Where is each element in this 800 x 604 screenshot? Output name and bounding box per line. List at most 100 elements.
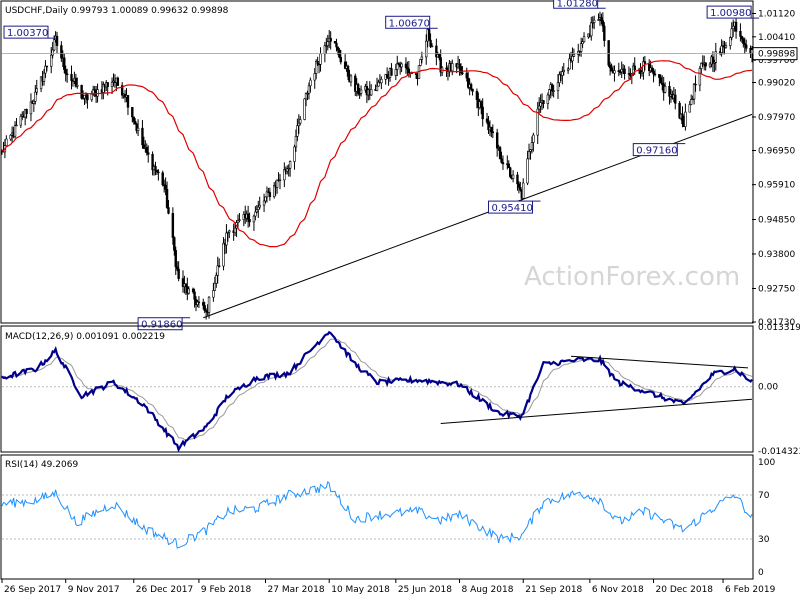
rsi-level-lines [2,494,752,540]
price-candle [333,41,337,44]
price-candle [700,62,703,69]
price-candle [225,232,228,246]
price-candle [469,84,473,90]
rsi-panel-frame [0,454,754,580]
price-y-axis: 1.01120 1.00410 0.99700 0.99020 0.97970 0.969… [752,9,795,328]
price-candle [329,37,332,42]
rsi-y-tick-label: 100 [758,458,775,468]
macd-panel-frame [0,325,754,453]
price-annotation-box [487,200,533,214]
price-y-tick-label: 0.99700 [758,56,795,66]
price-annotation-box [632,143,678,157]
price-candle [258,204,261,208]
price-candle [385,74,389,78]
price-candle [167,207,170,214]
price-candle [307,85,311,94]
price-candle [165,189,169,208]
price-candle [52,39,56,51]
price-y-tick-label: 0.93800 [758,250,795,260]
price-candle [55,35,59,46]
price-y-tick-label: 1.00410 [758,33,795,43]
price-candle [480,101,483,108]
price-candle [681,113,684,124]
price-candle [461,72,464,75]
price-candle [439,57,442,73]
price-y-tick-label: 1.01120 [758,9,795,19]
price-candle [90,93,93,101]
price-candle [404,63,408,68]
price-candle [32,100,36,104]
price-candle [283,169,286,181]
price-candle [268,192,272,198]
price-candle [316,60,319,65]
current-price-marker: 0.99898 [2,47,798,61]
macd-y-tick-label: 0.00 [758,383,778,393]
price-candle [215,275,218,284]
price-candle [438,54,441,58]
price-candle [106,82,109,87]
price-candle [120,85,124,96]
rsi-y-tick-label: 30 [758,535,770,545]
price-candle [519,187,522,191]
price-candle [136,127,140,131]
price-candle [60,45,63,59]
price-candle [135,123,138,131]
price-candle [653,73,657,76]
price-candle [678,102,681,119]
price-candle [375,85,379,91]
price-candle [354,75,357,92]
price-candle [212,290,215,298]
price-y-tick-label: 0.99020 [758,78,795,88]
price-candle [275,179,279,188]
price-candle [64,69,67,75]
price-candle [343,61,347,69]
price-candle [297,122,301,127]
x-tick-label: 9 Nov 2017 [68,585,120,595]
price-candle [65,73,69,76]
price-candle [407,68,411,74]
current-price-box [752,47,798,61]
price-annotation-box [3,25,49,39]
price-candle [306,93,309,95]
price-candle [313,73,316,81]
price-candle [252,215,256,223]
price-candle [358,93,361,95]
watermark: ActionForex.com [524,262,740,292]
price-candle [532,134,535,143]
price-panel: USDCHF,Daily 0.99793 1.00089 0.99632 0.9… [0,0,798,331]
price-candle [516,174,519,185]
price-candle [620,69,623,73]
price-candle [694,83,697,86]
price-candle [734,21,738,32]
price-candle [435,45,438,58]
price-candle [248,219,251,223]
price-candle [429,39,432,47]
price-candle [171,213,175,238]
price-candle [193,291,196,300]
rsi-y-tick-label: 70 [758,491,770,501]
price-candle [226,231,230,234]
price-candle [132,116,135,122]
price-candle [445,67,448,70]
price-candle [546,94,550,104]
price-candle [571,56,574,62]
price-candle [19,116,23,126]
price-candle [5,138,8,146]
price-candle [319,53,322,65]
price-candle [406,67,409,70]
price-candle [530,142,534,150]
price-candle [668,86,671,97]
price-candle [396,63,399,70]
price-candle [613,70,616,74]
price-candle [430,45,434,48]
price-candle [359,89,363,94]
price-annotation-label: 1.00670 [389,18,430,29]
price-candle [151,154,154,171]
price-candle [658,74,661,78]
price-candle [597,19,600,21]
price-candle [498,147,502,160]
price-candle [740,36,744,40]
price-candle [704,62,707,67]
price-candle [623,68,626,74]
